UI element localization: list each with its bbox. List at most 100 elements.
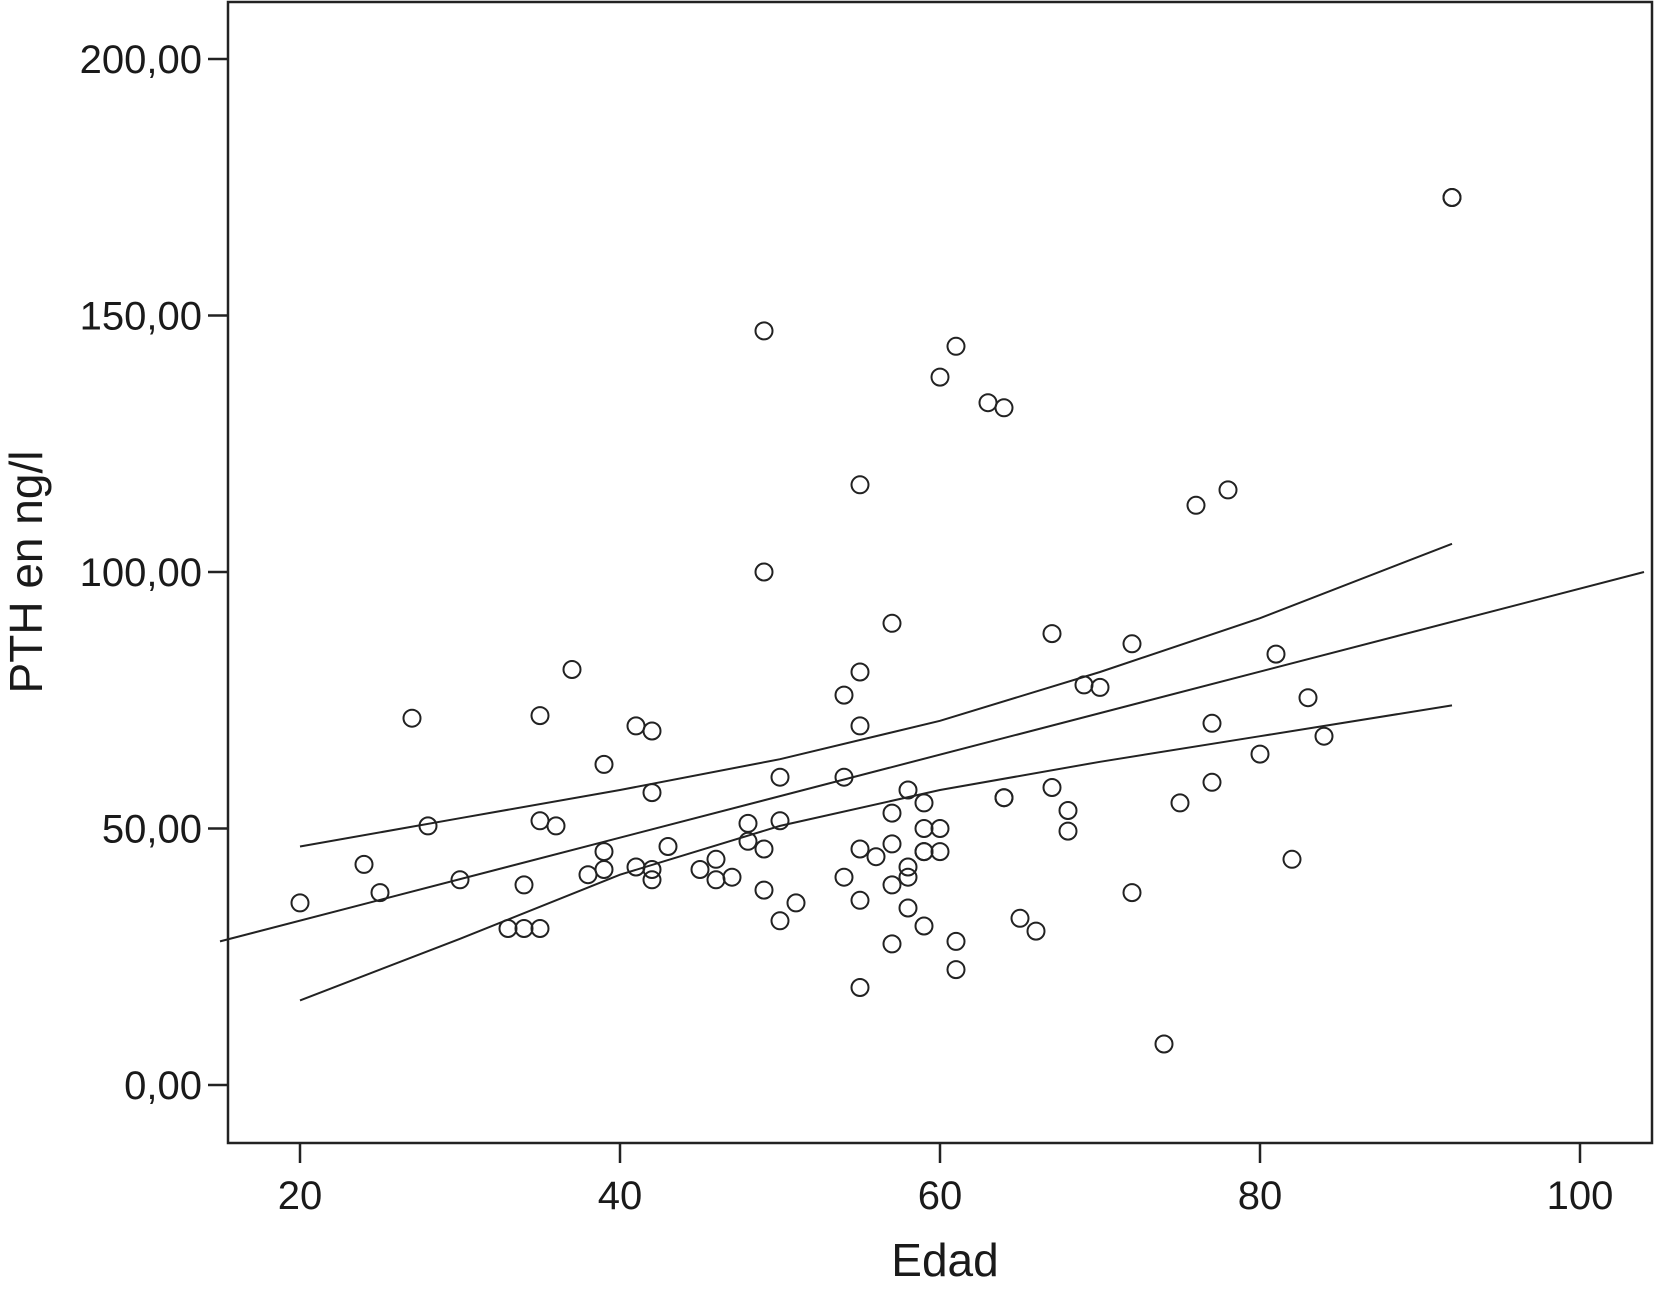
data-point [642, 870, 662, 890]
y-tick-label: 0,00 [124, 1064, 202, 1108]
data-point [706, 870, 726, 890]
data-point [530, 919, 550, 938]
data-point [594, 842, 614, 862]
data-point [850, 662, 870, 682]
data-point [994, 398, 1014, 418]
plot-frame [226, 0, 1654, 1145]
y-tick-label: 50,00 [102, 808, 202, 852]
data-point [498, 919, 518, 938]
data-point [1266, 644, 1286, 664]
data-point [722, 867, 742, 887]
data-point [1202, 772, 1222, 792]
data-point [1282, 849, 1302, 869]
x-tick-label: 60 [918, 1174, 963, 1218]
data-point [1074, 675, 1094, 695]
data-point [626, 716, 646, 736]
data-point [418, 816, 438, 836]
data-point [850, 475, 870, 495]
data-point [290, 893, 310, 913]
data-point [1202, 713, 1222, 733]
data-point [1298, 688, 1318, 708]
data-point [594, 860, 614, 879]
x-tick-label: 20 [278, 1174, 323, 1218]
data-point [850, 716, 870, 736]
y-tick-label: 150,00 [80, 295, 202, 339]
data-points [290, 188, 1462, 1054]
data-point [834, 685, 854, 705]
data-point [946, 336, 966, 356]
data-point [530, 706, 550, 726]
x-tick-label: 80 [1238, 1174, 1283, 1218]
data-point [1010, 908, 1030, 928]
data-point [770, 911, 790, 931]
data-point [882, 803, 902, 823]
data-point [578, 865, 598, 885]
data-point [898, 867, 918, 887]
data-point [946, 960, 966, 980]
data-point [1042, 778, 1062, 797]
data-point [834, 867, 854, 887]
data-point [514, 919, 534, 938]
data-point [914, 842, 934, 862]
data-point [898, 857, 918, 877]
data-point [946, 931, 966, 951]
data-point [770, 767, 790, 787]
data-point [850, 978, 870, 997]
data-point [562, 660, 582, 679]
data-point [754, 562, 774, 582]
data-point [1186, 495, 1206, 515]
data-point [1122, 883, 1142, 903]
data-point [642, 860, 662, 879]
x-axis: 20 40 60 80 100 [278, 1143, 1613, 1218]
data-point [866, 847, 886, 867]
data-point [882, 834, 902, 854]
data-point [914, 793, 934, 813]
fit-line [219, 571, 1645, 943]
y-axis: 0,00 50,00 100,00 150,00 200,00 [80, 38, 228, 1108]
data-point [530, 811, 550, 831]
data-point [770, 811, 790, 831]
data-point [1026, 921, 1046, 941]
data-point [642, 721, 662, 741]
data-point [642, 783, 662, 803]
data-point [402, 708, 422, 728]
data-point [1058, 821, 1078, 841]
data-point [690, 860, 710, 879]
data-point [594, 754, 614, 774]
data-point [1314, 726, 1334, 746]
data-point [1442, 188, 1462, 207]
data-point [978, 393, 998, 413]
x-tick-label: 40 [598, 1174, 643, 1218]
y-tick-label: 100,00 [80, 551, 202, 595]
data-point [850, 839, 870, 859]
data-point [930, 842, 950, 862]
data-point [450, 870, 470, 890]
data-point [834, 767, 854, 787]
data-point [706, 849, 726, 869]
data-point [882, 934, 902, 954]
data-point [898, 898, 918, 918]
regression-lines [219, 542, 1645, 1002]
data-point [738, 813, 758, 833]
data-point [354, 854, 374, 874]
data-point [882, 613, 902, 633]
data-point [1042, 624, 1062, 644]
data-point [754, 321, 774, 341]
data-point [898, 780, 918, 800]
data-point [850, 890, 870, 910]
data-point [1122, 634, 1142, 654]
data-point [930, 819, 950, 838]
data-point [1154, 1034, 1174, 1054]
y-tick-label: 200,00 [80, 38, 202, 82]
data-point [1218, 480, 1238, 500]
data-point [370, 883, 390, 903]
data-point [882, 875, 902, 895]
confidence-lower-line [299, 704, 1453, 1002]
confidence-upper-line [299, 542, 1453, 848]
data-point [1090, 677, 1110, 697]
data-point [754, 839, 774, 859]
data-point [994, 788, 1014, 808]
data-point [930, 367, 950, 387]
data-point [546, 816, 566, 836]
